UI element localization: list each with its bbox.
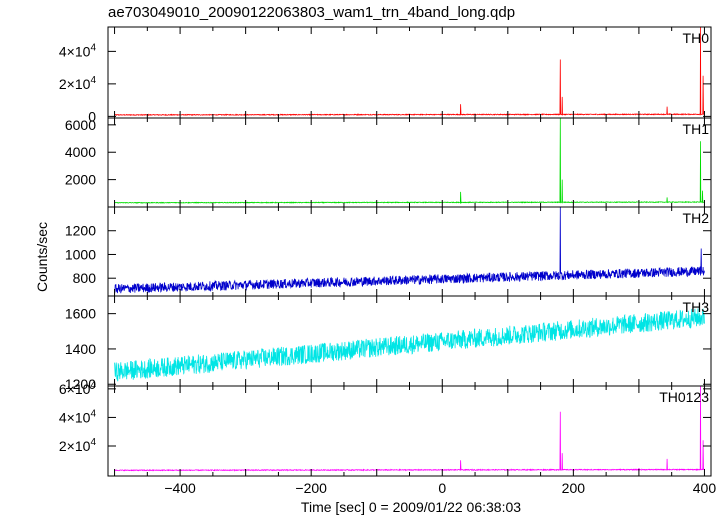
series-line-th0 bbox=[114, 26, 705, 117]
x-tick-label: 0 bbox=[438, 480, 446, 496]
series-line-th3 bbox=[114, 308, 705, 382]
series-line-th0123 bbox=[114, 385, 705, 472]
x-axis-label: Time [sec] 0 = 2009/01/22 06:38:03 bbox=[301, 499, 521, 515]
y-tick-label: 2×104 bbox=[59, 75, 97, 92]
panel-th0: 0 2×104 4×104 TH0 bbox=[59, 26, 712, 124]
panel-frame bbox=[107, 26, 712, 119]
y-tick-label: 4000 bbox=[65, 144, 96, 160]
x-tick-label: −400 bbox=[164, 480, 196, 496]
panel-name-label: TH2 bbox=[683, 210, 710, 226]
panel-name-label: TH0123 bbox=[659, 389, 709, 405]
y-tick-label: 2×104 bbox=[59, 437, 97, 454]
x-tick-label: 200 bbox=[562, 480, 586, 496]
panel-th2: 800 1000 1200 TH2 bbox=[65, 206, 712, 297]
panel-name-label: TH1 bbox=[683, 121, 710, 137]
chart-title: ae703049010_20090122063803_wam1_trn_4ban… bbox=[108, 4, 515, 21]
y-tick-label: 1400 bbox=[65, 341, 96, 357]
y-tick-label: 4×104 bbox=[59, 42, 97, 59]
panel-th3: 1200 1400 1600 TH3 bbox=[65, 295, 712, 392]
y-tick-label: 2000 bbox=[65, 172, 96, 188]
y-tick-label: 1200 bbox=[65, 376, 96, 392]
y-tick-label: 4×104 bbox=[59, 408, 97, 425]
series-line-th1 bbox=[114, 117, 705, 205]
panel-th0123: 2×104 4×104 6×104 TH0123 bbox=[59, 380, 712, 477]
series-line-th2 bbox=[114, 206, 705, 294]
y-tick-label: 6×104 bbox=[59, 380, 97, 397]
panels: 0 2×104 4×104 TH0 2000 4000 6000 TH1 800 1000 1200… bbox=[59, 26, 712, 477]
y-tick-label: 0 bbox=[88, 108, 96, 124]
y-tick-label: 1000 bbox=[65, 246, 96, 262]
x-axis-ticks: −400 −200 0 200 400 bbox=[164, 480, 716, 496]
y-axis-label: Counts/sec bbox=[34, 222, 50, 292]
panel-name-label: TH3 bbox=[683, 299, 710, 315]
y-tick-label: 1200 bbox=[65, 223, 96, 239]
panel-name-label: TH0 bbox=[683, 30, 710, 46]
x-tick-label: −200 bbox=[295, 480, 327, 496]
y-tick-label: 6000 bbox=[65, 117, 96, 133]
panel-frame bbox=[107, 117, 712, 208]
y-tick-label: 800 bbox=[73, 270, 97, 286]
x-tick-label: 400 bbox=[693, 480, 717, 496]
y-tick-label: 1600 bbox=[65, 306, 96, 322]
panel-frame bbox=[107, 385, 712, 477]
panel-th1: 2000 4000 6000 TH1 bbox=[65, 117, 712, 208]
